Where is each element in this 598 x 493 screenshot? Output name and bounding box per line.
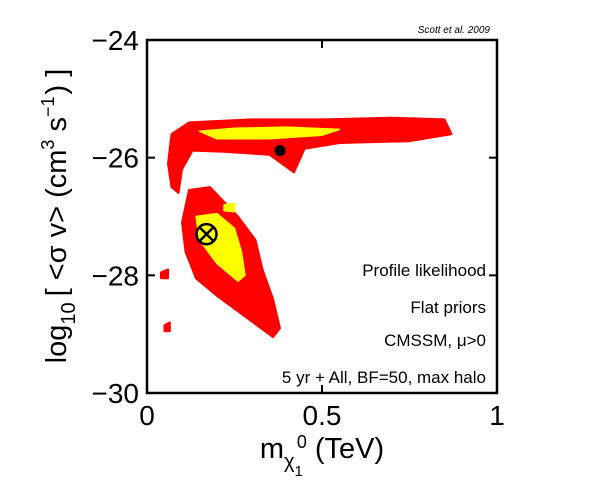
annotations: Profile likelihood Flat priors CMSSM, μ>0 5… bbox=[282, 261, 486, 387]
x-axis-label-main: m bbox=[260, 433, 284, 465]
x-axis-label: mχ1 0 (TeV) bbox=[260, 432, 384, 480]
inner-region-1 bbox=[195, 212, 246, 282]
annotation-3: 5 yr + All, BF=50, max halo bbox=[282, 368, 486, 387]
y-tick-label: −28 bbox=[92, 260, 140, 291]
credit-label: Scott et al. 2009 bbox=[418, 25, 491, 36]
y-axis-label-base: 10 bbox=[58, 302, 80, 324]
y-tick-label: −24 bbox=[92, 25, 140, 56]
y-axis-label-suffix: ) ] bbox=[41, 69, 73, 95]
y-axis-label-body: [ <σ v> (cm bbox=[41, 150, 73, 297]
marker-posterior-mean bbox=[195, 222, 218, 246]
inner-region-2 bbox=[223, 202, 236, 213]
x-axis-label-sub: χ bbox=[284, 451, 295, 473]
annotation-2: CMSSM, μ>0 bbox=[384, 331, 486, 350]
outer-region-2 bbox=[160, 268, 169, 280]
annotation-0: Profile likelihood bbox=[362, 261, 486, 280]
marker-best-fit bbox=[274, 145, 286, 157]
y-tick-label: −30 bbox=[92, 378, 140, 409]
y-axis-label-prefix: log bbox=[41, 325, 73, 364]
annotation-1: Flat priors bbox=[410, 298, 486, 317]
inner-region-0 bbox=[198, 126, 341, 140]
y-axis-label-pow2: −1 bbox=[38, 96, 58, 117]
outer-region-3 bbox=[163, 321, 171, 333]
y-axis-label-mid: s bbox=[41, 117, 73, 140]
x-axis-label-unit: (TeV) bbox=[315, 433, 384, 465]
y-axis-label-pow1: 3 bbox=[38, 140, 58, 150]
y-tick-label: −26 bbox=[92, 143, 140, 174]
x-tick-label: 0.5 bbox=[303, 400, 342, 431]
y-axis-label: log10 [ <σ v> (cm3 s−1) ] bbox=[38, 69, 80, 364]
x-axis-label-sup: 0 bbox=[297, 432, 307, 452]
x-axis-label-subsub: 1 bbox=[295, 463, 303, 480]
axis-ticks: −24 −26 −28 −300 0.5 1 bbox=[92, 25, 505, 431]
markers bbox=[195, 145, 286, 246]
x-tick-label: 0 bbox=[139, 400, 155, 431]
x-tick-label: 1 bbox=[489, 400, 505, 431]
inner-contour-regions bbox=[195, 126, 341, 282]
